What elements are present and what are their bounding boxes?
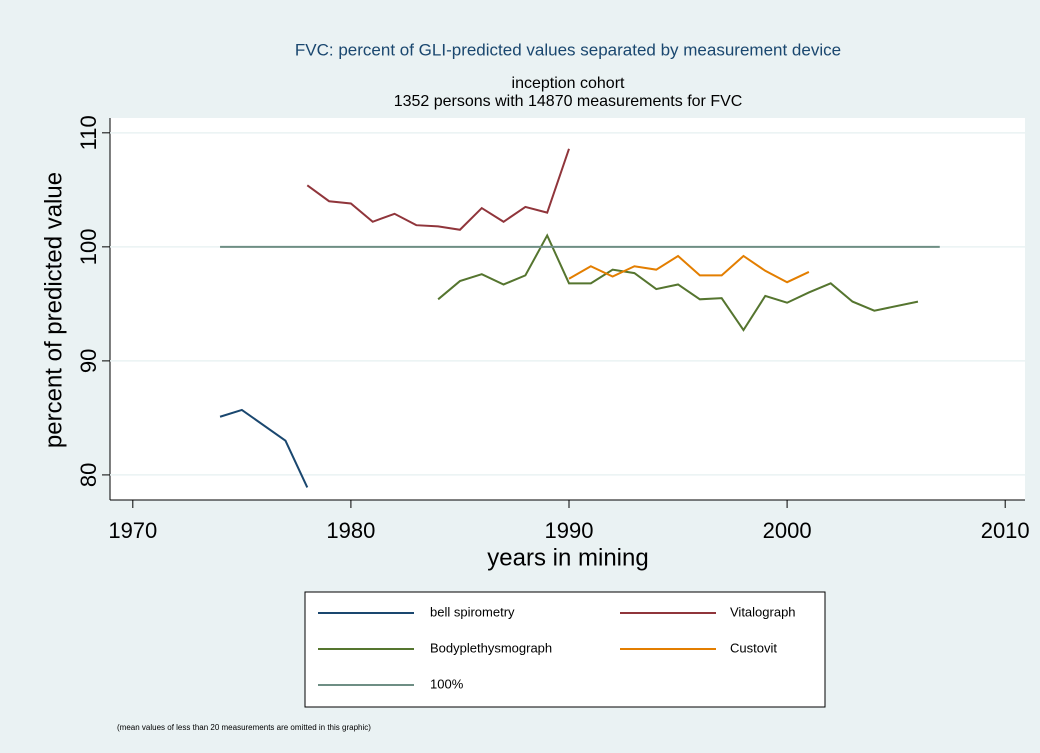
y-tick-label: 110	[76, 115, 101, 150]
chart-title: FVC: percent of GLI-predicted values sep…	[295, 40, 841, 59]
x-tick-label: 2010	[981, 518, 1030, 543]
x-tick-label: 1970	[108, 518, 157, 543]
x-tick-label: 1990	[545, 518, 594, 543]
series-line	[568, 254, 810, 284]
legend-label: Bodyplethysmograph	[430, 640, 552, 655]
series-line	[306, 148, 570, 231]
legend-label: 100%	[430, 676, 464, 691]
x-tick-label: 2000	[763, 518, 812, 543]
y-axis-label: percent of predicted value	[40, 172, 67, 448]
plot-region	[110, 118, 1025, 500]
x-tick-label: 1980	[326, 518, 375, 543]
legend-label: bell spirometry	[430, 604, 515, 619]
subtitle: 1352 persons with 14870 measurements for…	[394, 93, 743, 110]
legend-label: Vitalograph	[730, 604, 796, 619]
y-tick-label: 80	[76, 463, 101, 487]
x-axis-label: years in mining	[487, 544, 648, 571]
legend-label: Custovit	[730, 640, 777, 655]
y-tick-label: 90	[76, 349, 101, 373]
y-tick-label: 100	[76, 228, 101, 265]
note: (mean values of less than 20 measurement…	[117, 723, 371, 732]
series-line	[437, 233, 919, 332]
series-line	[219, 408, 309, 488]
subtitle: inception cohort	[512, 75, 626, 92]
